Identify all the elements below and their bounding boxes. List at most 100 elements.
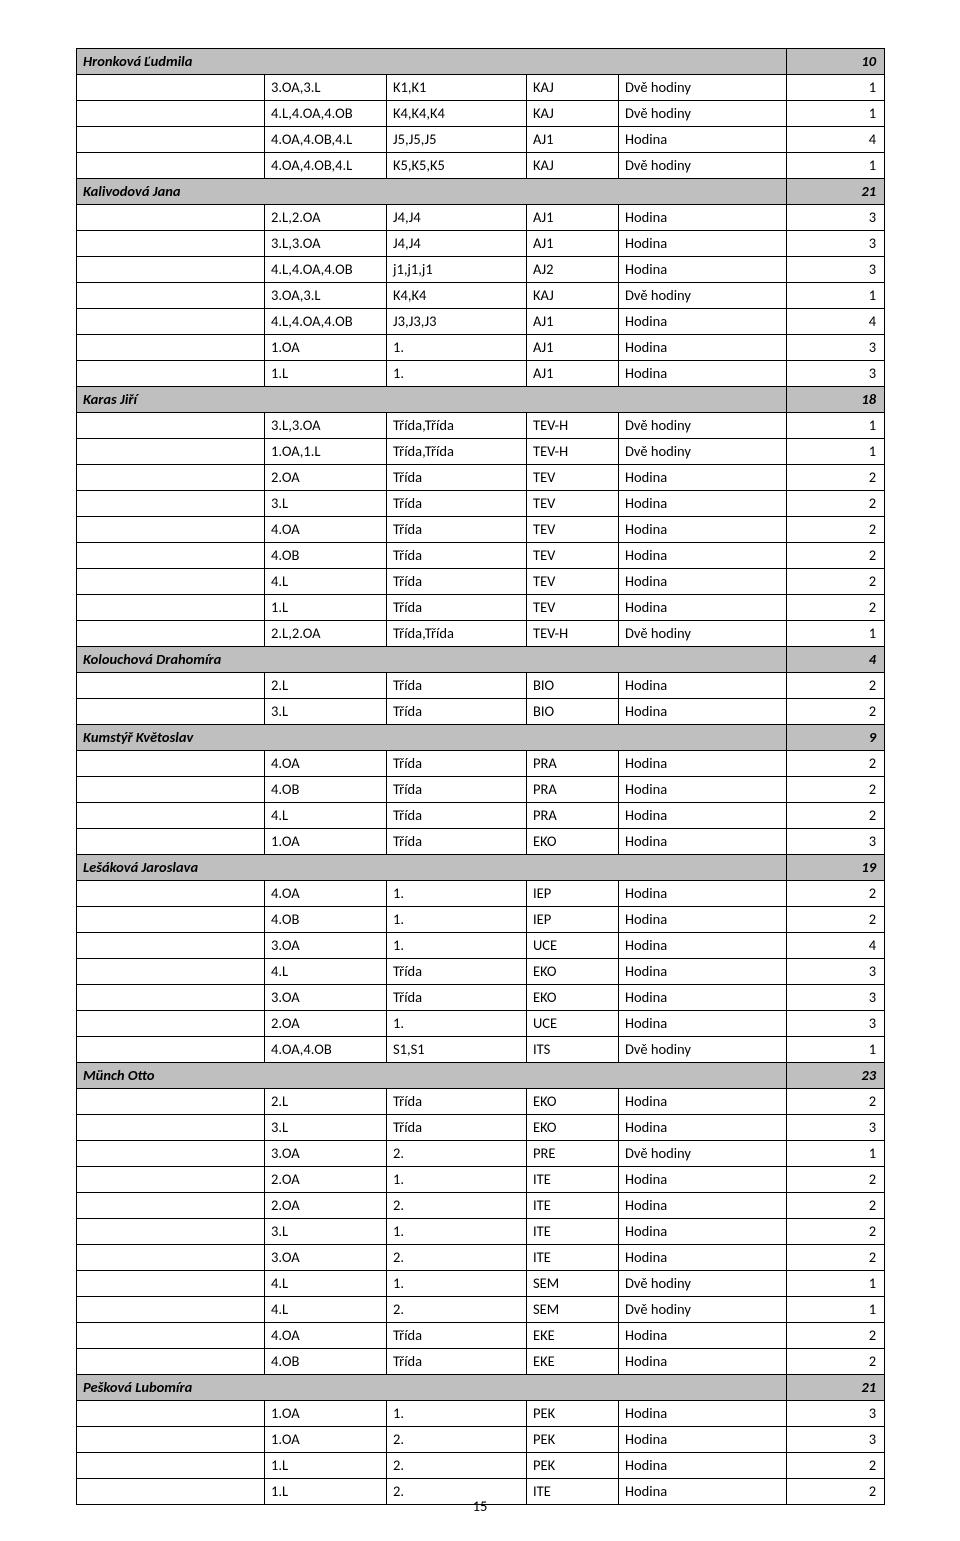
cell: Třída,Třída (387, 439, 527, 465)
cell: 2. (387, 1245, 527, 1271)
table-row: 4.OBTřídaTEVHodina2 (77, 543, 885, 569)
cell: EKE (527, 1349, 619, 1375)
cell (77, 621, 265, 647)
cell: 2 (787, 1453, 885, 1479)
table-row: 1.OATřídaEKOHodina3 (77, 829, 885, 855)
cell: 3 (787, 361, 885, 387)
cell (77, 1167, 265, 1193)
table-row: 1.OA2.PEKHodina3 (77, 1427, 885, 1453)
cell: 2 (787, 699, 885, 725)
cell (77, 751, 265, 777)
cell: Dvě hodiny (619, 1037, 787, 1063)
cell (77, 829, 265, 855)
cell: 2.L (265, 1089, 387, 1115)
cell: 2.L,2.OA (265, 205, 387, 231)
table-row: 4.OA,4.OBS1,S1ITSDvě hodiny1 (77, 1037, 885, 1063)
cell: 1 (787, 439, 885, 465)
cell: 4.L,4.OA,4.OB (265, 309, 387, 335)
cell: Hodina (619, 491, 787, 517)
cell: K4,K4,K4 (387, 101, 527, 127)
teacher-total: 21 (787, 1375, 885, 1401)
cell: 3.L,3.OA (265, 413, 387, 439)
cell: Třída (387, 1089, 527, 1115)
cell: AJ1 (527, 361, 619, 387)
cell: Třída (387, 595, 527, 621)
cell (77, 75, 265, 101)
teacher-name: Pešková Lubomíra (77, 1375, 787, 1401)
table-row: 4.OBTřídaPRAHodina2 (77, 777, 885, 803)
cell: 3 (787, 1011, 885, 1037)
header-row: Kolouchová Drahomíra4 (77, 647, 885, 673)
cell: TEV (527, 569, 619, 595)
table-row: 2.LTřídaBIOHodina2 (77, 673, 885, 699)
cell: Hodina (619, 361, 787, 387)
cell: Dvě hodiny (619, 1271, 787, 1297)
schedule-table: Hronková Ľudmila103.OA,3.LK1,K1KAJDvě ho… (76, 48, 885, 1505)
cell: 1 (787, 621, 885, 647)
cell: 3.OA,3.L (265, 75, 387, 101)
cell: 3 (787, 829, 885, 855)
cell: K4,K4 (387, 283, 527, 309)
cell: 1 (787, 1271, 885, 1297)
cell: Hodina (619, 517, 787, 543)
teacher-total: 9 (787, 725, 885, 751)
cell: 1.L (265, 1453, 387, 1479)
table-row: 2.L,2.OATřída,TřídaTEV-HDvě hodiny1 (77, 621, 885, 647)
cell (77, 1245, 265, 1271)
cell: 2. (387, 1453, 527, 1479)
cell: 4.L (265, 1271, 387, 1297)
teacher-name: Münch Otto (77, 1063, 787, 1089)
cell: 3 (787, 1401, 885, 1427)
cell: 3 (787, 205, 885, 231)
cell: 4.L (265, 569, 387, 595)
cell: 3.L,3.OA (265, 231, 387, 257)
cell: Hodina (619, 1115, 787, 1141)
table-row: 1.L2.PEKHodina2 (77, 1453, 885, 1479)
cell: Hodina (619, 699, 787, 725)
cell: Dvě hodiny (619, 283, 787, 309)
cell: TEV-H (527, 439, 619, 465)
cell: AJ1 (527, 231, 619, 257)
cell: Třída (387, 517, 527, 543)
cell: 3.L (265, 1219, 387, 1245)
page: Hronková Ľudmila103.OA,3.LK1,K1KAJDvě ho… (0, 0, 960, 1541)
table-row: 4.L1.SEMDvě hodiny1 (77, 1271, 885, 1297)
cell: AJ1 (527, 205, 619, 231)
cell: UCE (527, 1011, 619, 1037)
cell: 4.L,4.OA,4.OB (265, 101, 387, 127)
cell: 4.OA,4.OB,4.L (265, 127, 387, 153)
cell: Hodina (619, 543, 787, 569)
cell: 3 (787, 1115, 885, 1141)
cell: 4.OA,4.OB,4.L (265, 153, 387, 179)
cell: KAJ (527, 283, 619, 309)
table-row: 3.L1.ITEHodina2 (77, 1219, 885, 1245)
cell: 2 (787, 881, 885, 907)
cell: IEP (527, 881, 619, 907)
cell: Dvě hodiny (619, 413, 787, 439)
cell (77, 1453, 265, 1479)
cell: 2 (787, 1219, 885, 1245)
cell: ITE (527, 1193, 619, 1219)
cell: TEV-H (527, 621, 619, 647)
cell: Hodina (619, 231, 787, 257)
cell: 2 (787, 1323, 885, 1349)
cell: IEP (527, 907, 619, 933)
cell: Hodina (619, 1453, 787, 1479)
cell: KAJ (527, 75, 619, 101)
cell: TEV (527, 491, 619, 517)
cell: Třída (387, 569, 527, 595)
cell: 4.OB (265, 907, 387, 933)
cell: K5,K5,K5 (387, 153, 527, 179)
cell: BIO (527, 699, 619, 725)
cell: 4.OB (265, 543, 387, 569)
cell (77, 101, 265, 127)
cell (77, 1349, 265, 1375)
cell: 1.L (265, 361, 387, 387)
table-row: 1.OA1.AJ1Hodina3 (77, 335, 885, 361)
cell: 1 (787, 283, 885, 309)
table-row: 3.OA2.ITEHodina2 (77, 1245, 885, 1271)
header-row: Lešáková Jaroslava19 (77, 855, 885, 881)
cell: EKO (527, 959, 619, 985)
cell: 1.OA (265, 335, 387, 361)
table-row: 1.LTřídaTEVHodina2 (77, 595, 885, 621)
